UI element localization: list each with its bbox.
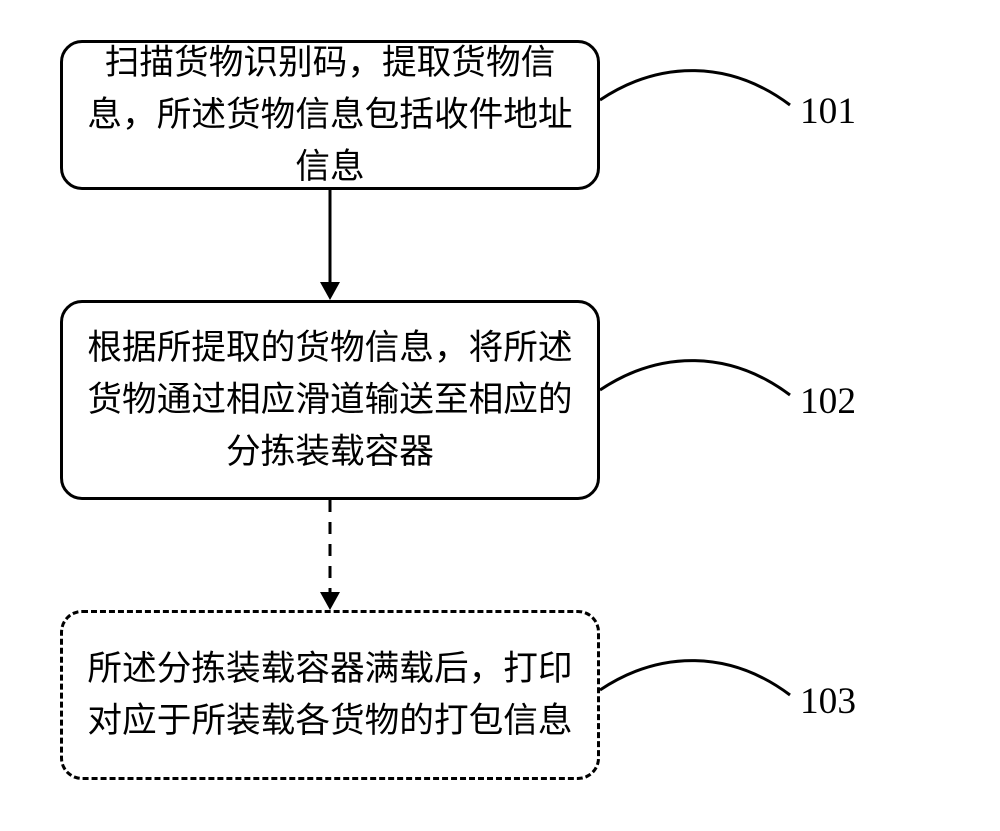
edge-1-arrowhead (320, 282, 340, 300)
flow-node-scan: 扫描货物识别码，提取货物信息，所述货物信息包括收件地址信息 (60, 40, 600, 190)
flow-node-print: 所述分拣装载容器满载后，打印对应于所装载各货物的打包信息 (60, 610, 600, 780)
flow-node-convey-text: 根据所提取的货物信息，将所述货物通过相应滑道输送至相应的分拣装载容器 (63, 322, 597, 478)
flow-label-102: 102 (800, 380, 856, 423)
flow-node-convey: 根据所提取的货物信息，将所述货物通过相应滑道输送至相应的分拣装载容器 (60, 300, 600, 500)
flow-label-103: 103 (800, 680, 856, 723)
flow-label-101: 101 (800, 90, 856, 133)
flow-node-scan-text: 扫描货物识别码，提取货物信息，所述货物信息包括收件地址信息 (63, 37, 597, 193)
edge-2-arrowhead (320, 592, 340, 610)
flow-node-print-text: 所述分拣装载容器满载后，打印对应于所装载各货物的打包信息 (63, 643, 597, 747)
flowchart-canvas: { "canvas": { "width": 1000, "height": 8… (0, 0, 1000, 831)
label-connector-101 (600, 71, 790, 105)
label-connector-103 (600, 661, 790, 695)
label-connector-102 (600, 361, 790, 395)
